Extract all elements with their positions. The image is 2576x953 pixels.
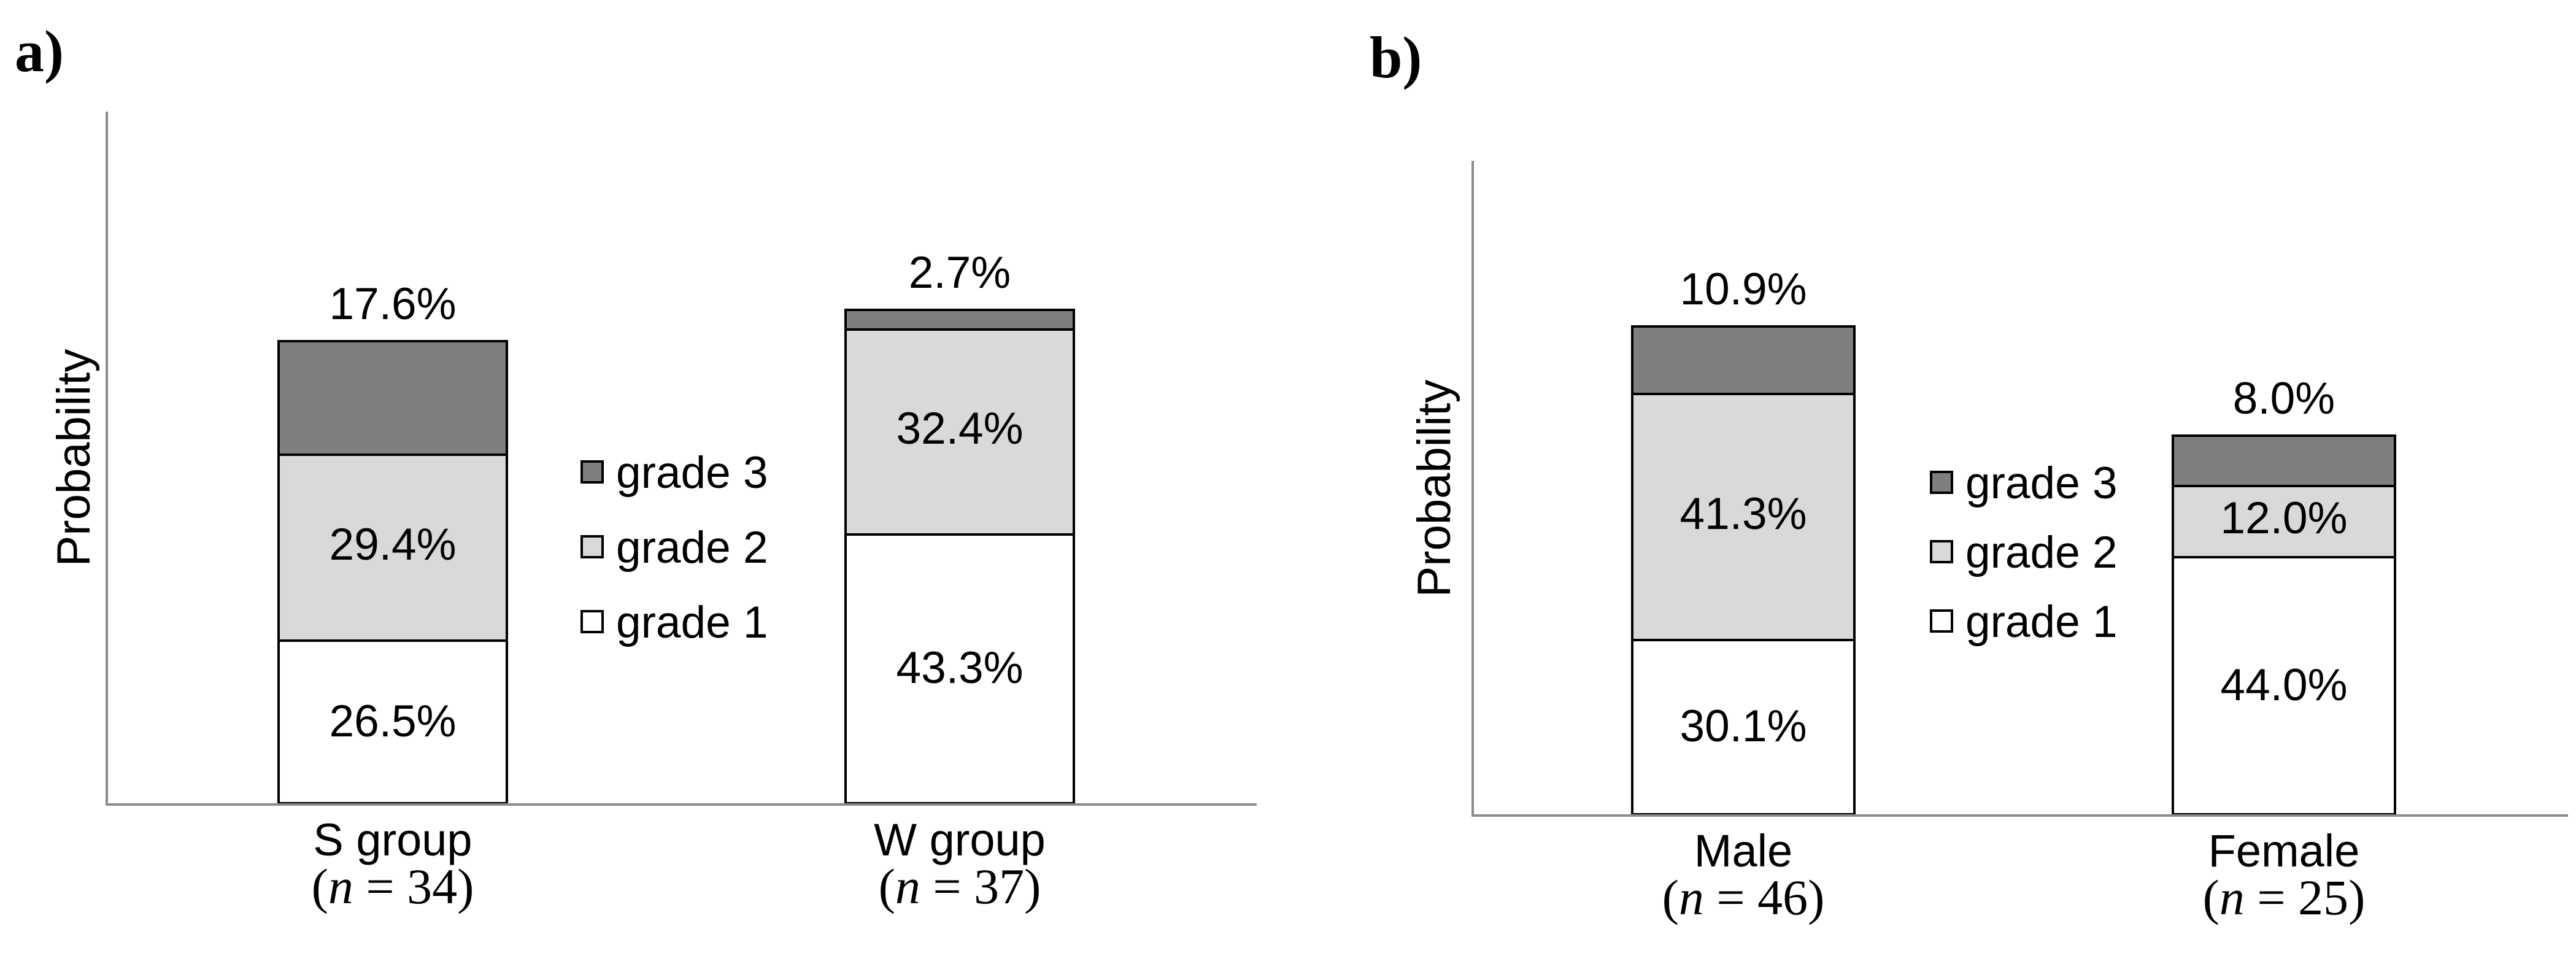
n-count-label: (n = 46): [1662, 870, 1825, 925]
value-label-grade-3: 2.7%: [908, 248, 1011, 298]
category-label: W group: [874, 814, 1046, 865]
bar-segment-grade-1: [2174, 556, 2394, 813]
legend-swatch-grade-3: [1930, 471, 1953, 494]
legend-swatch-grade-1: [1930, 609, 1953, 633]
legend-label: grade 3: [1965, 458, 2118, 508]
n-count-label: (n = 34): [311, 858, 474, 914]
n-italic: n: [895, 858, 920, 914]
n-italic: n: [1678, 870, 1704, 925]
legend-swatch-grade-1: [580, 610, 604, 633]
value-label-grade-1: 43.3%: [896, 643, 1024, 693]
legend-swatch-grade-2: [1930, 540, 1953, 563]
bar-segment-grade-1: [1633, 639, 1853, 813]
legend-swatch-grade-3: [580, 460, 604, 484]
value-label-grade-2: 29.4%: [329, 519, 457, 569]
bar-segment-grade-2: [1633, 393, 1853, 639]
y-axis-line: [1471, 161, 1474, 816]
value-label-grade-3: 17.6%: [329, 279, 457, 329]
x-axis-line: [106, 803, 1257, 806]
legend-label: grade 1: [1965, 597, 2118, 647]
value-label-grade-1: 30.1%: [1679, 701, 1807, 751]
bar-segment-grade-2: [280, 453, 506, 639]
y-axis-label-a: Probability: [48, 349, 100, 567]
value-label-grade-3: 10.9%: [1679, 264, 1807, 314]
n-count-label: (n = 25): [2202, 870, 2366, 925]
legend-swatch-grade-2: [580, 535, 604, 558]
bar-w-group: [844, 309, 1075, 804]
legend-label: grade 1: [616, 598, 768, 647]
bar-segment-grade-2: [847, 328, 1073, 533]
value-label-grade-2: 41.3%: [1679, 488, 1807, 539]
n-count-label: (n = 37): [878, 858, 1041, 914]
bar-segment-grade-3: [847, 311, 1073, 328]
category-label: Male: [1694, 825, 1793, 876]
bar-segment-grade-3: [2174, 437, 2394, 485]
panel-label-a: a): [15, 18, 64, 84]
bar-female: [2172, 434, 2396, 816]
legend-label: grade 3: [616, 448, 768, 498]
bar-segment-grade-1: [280, 639, 506, 802]
bar-segment-grade-3: [1633, 328, 1853, 393]
value-label-grade-3: 8.0%: [2232, 374, 2335, 423]
category-label: S group: [313, 814, 472, 865]
bar-male: [1631, 325, 1856, 816]
value-label-grade-2: 12.0%: [2220, 493, 2348, 543]
legend-label: grade 2: [616, 523, 768, 573]
value-label-grade-1: 26.5%: [329, 696, 457, 746]
legend-label: grade 2: [1965, 528, 2118, 577]
value-label-grade-1: 44.0%: [2220, 660, 2348, 710]
bar-segment-grade-2: [2174, 485, 2394, 556]
bar-segment-grade-3: [280, 342, 506, 453]
n-italic: n: [2219, 870, 2245, 925]
x-axis-line: [1471, 814, 2568, 817]
y-axis-line: [106, 112, 108, 804]
category-label: Female: [2208, 825, 2360, 876]
bar-s-group: [277, 340, 508, 804]
value-label-grade-2: 32.4%: [896, 404, 1024, 453]
y-axis-label-b: Probability: [1408, 379, 1460, 598]
bar-segment-grade-1: [847, 533, 1073, 802]
n-italic: n: [328, 858, 353, 914]
panel-label-b: b): [1370, 25, 1422, 90]
